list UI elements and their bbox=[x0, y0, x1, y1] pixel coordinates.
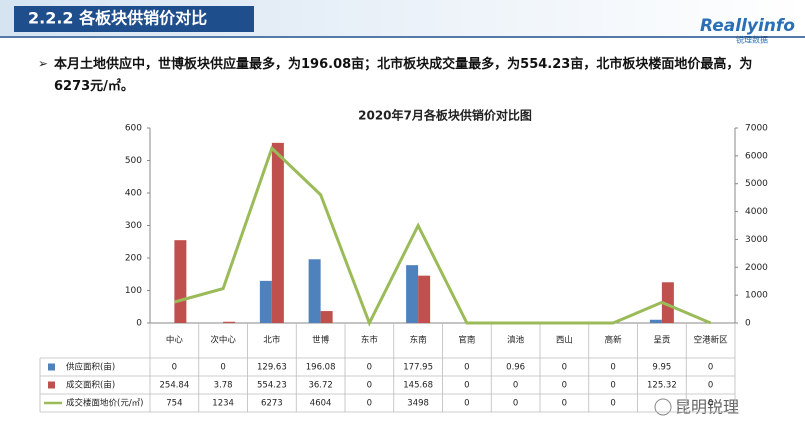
table-cell: 196.08 bbox=[306, 363, 336, 373]
table-cell: 754 bbox=[166, 399, 182, 409]
bullet-box: 本月土地供应中，世博板块供应量最多，为196.08亩；北市板块成交量最多，为55… bbox=[54, 57, 753, 94]
table-cell: 0 bbox=[610, 381, 615, 391]
logo: Reallyinfo bbox=[700, 16, 795, 36]
table-cell: 254.84 bbox=[160, 381, 190, 391]
bar bbox=[649, 319, 662, 323]
y-tick-label: 500 bbox=[125, 156, 142, 166]
y-tick-label: 600 bbox=[125, 124, 142, 134]
bullet: 本月土地供应中，世博板块供应量最多，为196.08亩；北市板块成交量最多，为55… bbox=[54, 57, 753, 94]
x-tick-label: 东南 bbox=[410, 335, 427, 346]
y2-tick-label: 2000 bbox=[745, 263, 768, 273]
table-cell: 0 bbox=[708, 381, 713, 391]
table-cell: 177.95 bbox=[403, 363, 433, 373]
table-cell: 0 bbox=[562, 363, 567, 373]
y2-tick-label: 7000 bbox=[745, 124, 768, 134]
table-cell: 0 bbox=[367, 381, 372, 391]
y-tick-label: 200 bbox=[125, 254, 142, 264]
table-cell: 0 bbox=[708, 363, 713, 373]
table-cell: 0 bbox=[172, 363, 177, 373]
x-tick-label: 滇池 bbox=[507, 335, 525, 346]
bar bbox=[418, 275, 431, 323]
logo-sub: 锐理数据 bbox=[736, 35, 768, 45]
table-cell: 0 bbox=[513, 399, 518, 409]
bar bbox=[271, 142, 284, 323]
y-tick-label: 300 bbox=[125, 221, 142, 231]
legend-label: 供应面积(亩) bbox=[66, 362, 115, 373]
table-cell: 0 bbox=[562, 381, 567, 391]
x-tick-label: 次中心 bbox=[210, 335, 236, 346]
header-title-box bbox=[14, 6, 254, 32]
watermark-icon bbox=[654, 398, 672, 416]
x-tick-label: 呈贡 bbox=[653, 336, 670, 346]
bar bbox=[406, 265, 419, 323]
y2-tick-label: 1000 bbox=[745, 291, 768, 301]
table-cell: 0 bbox=[610, 399, 615, 409]
table-cell: 129.63 bbox=[257, 363, 287, 373]
x-tick-label: 世博 bbox=[312, 335, 330, 346]
table-cell: 0 bbox=[708, 399, 713, 409]
table-cell: 36.72 bbox=[308, 381, 332, 391]
x-tick-label: 官南 bbox=[458, 335, 475, 346]
table-cell: 0 bbox=[464, 363, 469, 373]
bar bbox=[308, 259, 321, 323]
legend-key bbox=[48, 381, 55, 389]
table-cell: 3498 bbox=[407, 399, 429, 409]
bar bbox=[320, 311, 333, 323]
bullet-mark: ➢ bbox=[38, 57, 48, 71]
header-title: 2.2.2 各板块供销价对比 bbox=[28, 9, 207, 28]
bar bbox=[661, 282, 674, 323]
legend-key bbox=[48, 363, 55, 371]
table-cell: 0 bbox=[367, 399, 372, 409]
y2-tick-label: 0 bbox=[745, 319, 751, 329]
line bbox=[173, 145, 712, 327]
x-tick-label: 西山 bbox=[556, 335, 573, 346]
table-cell: 554.23 bbox=[257, 381, 287, 391]
y-tick-label: 400 bbox=[125, 189, 142, 199]
legend-label: 成交面积(亩) bbox=[66, 380, 115, 391]
y2-tick-label: 5000 bbox=[745, 179, 768, 189]
table-cell: 4604 bbox=[310, 399, 332, 409]
legend-label: 成交楼面地价(元/㎡) bbox=[66, 398, 144, 409]
x-tick-label: 东市 bbox=[361, 335, 379, 346]
y-tick-label: 100 bbox=[125, 286, 142, 296]
x-tick-label: 高新 bbox=[605, 335, 623, 346]
y2-tick-label: 6000 bbox=[745, 151, 768, 161]
table-cell: 1234 bbox=[212, 399, 234, 409]
table-cell: 145.68 bbox=[403, 381, 433, 391]
table-cell: 125.32 bbox=[647, 381, 677, 391]
x-tick-label: 北市 bbox=[263, 335, 281, 346]
chart-title: 2020年7月各板块供销价对比图 bbox=[358, 108, 532, 123]
bar bbox=[223, 321, 236, 323]
x-tick-label: 中心 bbox=[166, 335, 184, 346]
table-cell: 0 bbox=[610, 363, 615, 373]
y2-tick-label: 3000 bbox=[745, 235, 768, 245]
y2-tick-label: 4000 bbox=[745, 207, 768, 217]
bar bbox=[259, 280, 272, 323]
table-cell: 0 bbox=[220, 363, 225, 373]
table-cell: 0.96 bbox=[506, 363, 525, 373]
table-cell: 0 bbox=[562, 399, 567, 409]
x-tick-label: 空港新区 bbox=[694, 335, 729, 346]
bar bbox=[174, 240, 187, 323]
table-cell: 3.78 bbox=[214, 381, 233, 391]
table-cell: 0 bbox=[464, 399, 469, 409]
y-tick-label: 0 bbox=[136, 319, 142, 329]
table-cell: 0 bbox=[367, 363, 372, 373]
table-cell: 0 bbox=[513, 381, 518, 391]
table-cell: 0 bbox=[464, 381, 469, 391]
table-cell: 9.95 bbox=[652, 363, 671, 373]
table-cell: 6273 bbox=[261, 399, 283, 409]
